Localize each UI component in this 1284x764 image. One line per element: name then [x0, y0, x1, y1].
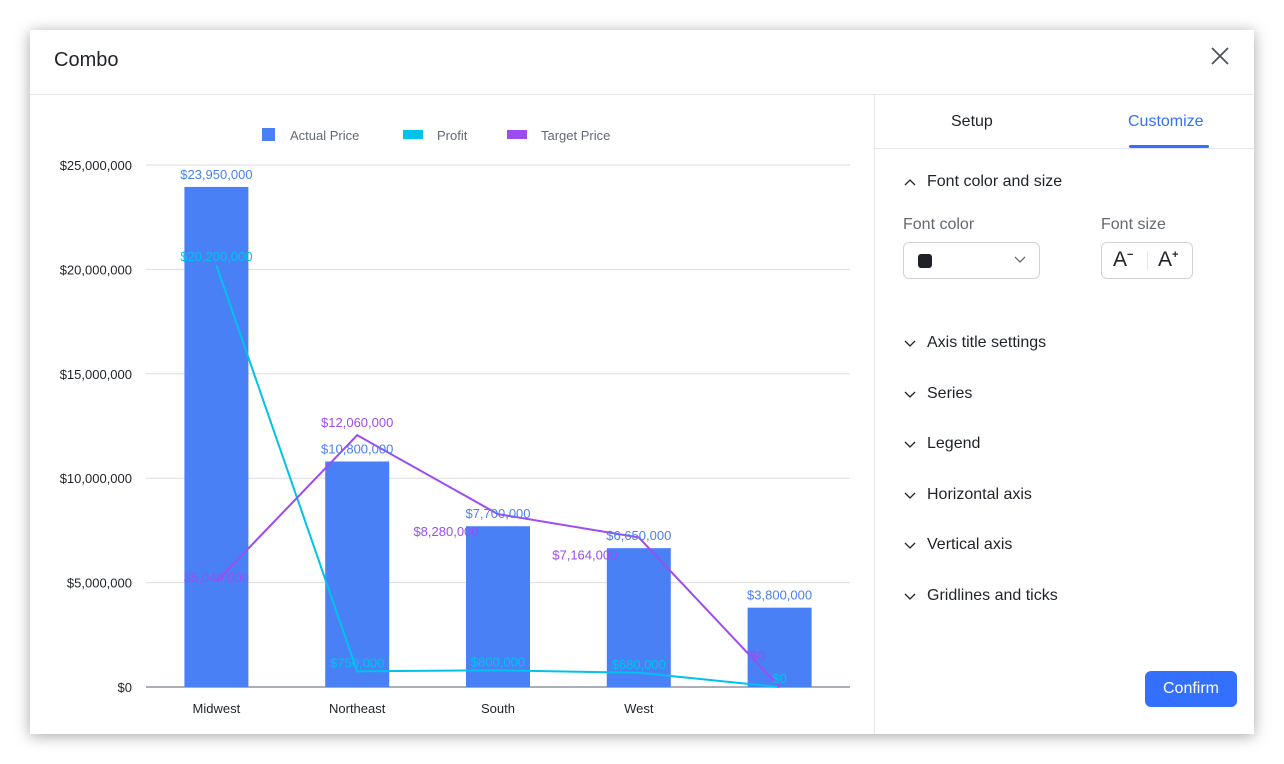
- chevron-down-icon: [904, 542, 916, 550]
- legend-swatch-1: [403, 130, 423, 139]
- line-target-price: [215, 433, 781, 688]
- chevron-up-icon: [904, 179, 916, 186]
- bar-actual-price: [747, 607, 812, 687]
- chevron-down-icon: [1014, 256, 1026, 263]
- dialog-header: Combo: [30, 30, 1254, 95]
- font-color-label: Font color: [903, 216, 975, 233]
- tab-customize[interactable]: Customize: [1128, 113, 1204, 130]
- data-label-profit: $750,000: [330, 655, 384, 670]
- data-label-target-price: $12,060,000: [321, 415, 393, 430]
- data-label-profit: $0: [772, 671, 786, 686]
- section-series[interactable]: Series: [903, 385, 972, 403]
- data-label-actual-price: $23,950,000: [180, 167, 252, 182]
- data-label-actual-price: $10,800,000: [321, 441, 393, 456]
- chevron-down-icon: [904, 492, 916, 499]
- chevron-down-icon: [904, 340, 916, 347]
- section-label: Font color and size: [927, 173, 1063, 190]
- legend-label: Actual Price: [290, 128, 359, 143]
- section-label: Vertical axis: [927, 536, 1013, 554]
- legend-swatch-2: [507, 130, 527, 139]
- data-label-profit: $20,200,000: [180, 249, 252, 264]
- section-label: Series: [927, 384, 973, 402]
- data-label-profit: $680,000: [612, 657, 666, 672]
- chart-area: $0 $5,000,000 $10,000,000 $15,000,000 $20,00…: [30, 95, 874, 734]
- chevron-down-icon: [904, 441, 916, 449]
- bar-actual-price: [184, 186, 249, 687]
- divider: [1147, 251, 1148, 270]
- data-label-target-price: $8,280,000: [413, 524, 478, 539]
- data-label-actual-price: $7,700,000: [465, 506, 530, 521]
- combo-chart: $0 $5,000,000 $10,000,000 $15,000,000 $20,00…: [60, 128, 850, 716]
- section-vertical-axis[interactable]: Vertical axis: [903, 536, 1012, 554]
- decrease-glyph: A: [1113, 248, 1128, 271]
- data-label-actual-price: $6,650,000: [606, 528, 671, 543]
- dialog-title: Combo: [54, 49, 119, 71]
- y-tick-label: $15,000,000: [60, 367, 132, 382]
- y-tick-label: $0: [118, 680, 132, 695]
- data-label-target-price: $0: [750, 648, 764, 663]
- x-tick-label: Northeast: [329, 701, 386, 716]
- active-tab-indicator: [1129, 145, 1209, 148]
- increase-glyph: A: [1158, 248, 1173, 271]
- data-label-target-price: $5,040,000: [184, 570, 249, 585]
- bar-actual-price: [466, 526, 530, 687]
- increase-font-size-button[interactable]: A+: [1158, 248, 1179, 271]
- section-gridlines-and-ticks[interactable]: Gridlines and ticks: [903, 587, 1058, 605]
- x-tick-label: Midwest: [193, 701, 241, 716]
- legend-label: Target Price: [541, 128, 610, 143]
- tab-bar: Setup Customize: [875, 95, 1255, 149]
- section-font-color-and-size[interactable]: Font color and size: [903, 173, 1062, 191]
- tab-setup[interactable]: Setup: [951, 113, 993, 130]
- x-tick-label: South: [481, 701, 515, 716]
- section-label: Legend: [927, 435, 981, 453]
- chevron-down-icon: [904, 391, 916, 398]
- settings-panel: Setup Customize Font color and size Font…: [874, 95, 1255, 734]
- section-axis-title-settings[interactable]: Axis title settings: [903, 334, 1046, 352]
- decrease-font-size-button[interactable]: A−: [1113, 248, 1134, 271]
- color-swatch: [918, 254, 932, 268]
- section-horizontal-axis[interactable]: Horizontal axis: [903, 486, 1032, 504]
- line-profit: [215, 264, 780, 688]
- section-label: Axis title settings: [927, 334, 1047, 351]
- combo-dialog: Combo $0 $5,000,000 $10,000,000 $15,000,000…: [30, 30, 1255, 734]
- section-legend[interactable]: Legend: [903, 435, 980, 453]
- bar-actual-price: [325, 461, 390, 687]
- y-tick-label: $25,000,000: [60, 158, 132, 173]
- legend-label: Profit: [437, 128, 468, 143]
- data-label-actual-price: $3,800,000: [747, 588, 812, 603]
- section-label: Gridlines and ticks: [927, 587, 1058, 604]
- font-size-label: Font size: [1101, 216, 1166, 233]
- bar-actual-price: [606, 548, 671, 687]
- legend-swatch-0: [262, 128, 275, 141]
- data-label-profit: $800,000: [471, 654, 525, 669]
- font-size-control: A− A+: [1101, 242, 1193, 279]
- section-label: Horizontal axis: [927, 485, 1032, 503]
- y-tick-label: $10,000,000: [60, 471, 132, 486]
- close-icon[interactable]: [1208, 44, 1232, 68]
- chevron-down-icon: [904, 593, 916, 600]
- y-tick-label: $20,000,000: [60, 262, 132, 277]
- x-tick-label: West: [624, 701, 654, 716]
- font-color-select[interactable]: [903, 242, 1040, 279]
- y-tick-label: $5,000,000: [67, 576, 132, 591]
- confirm-button[interactable]: Confirm: [1145, 671, 1237, 707]
- data-label-target-price: $7,164,000: [552, 547, 617, 562]
